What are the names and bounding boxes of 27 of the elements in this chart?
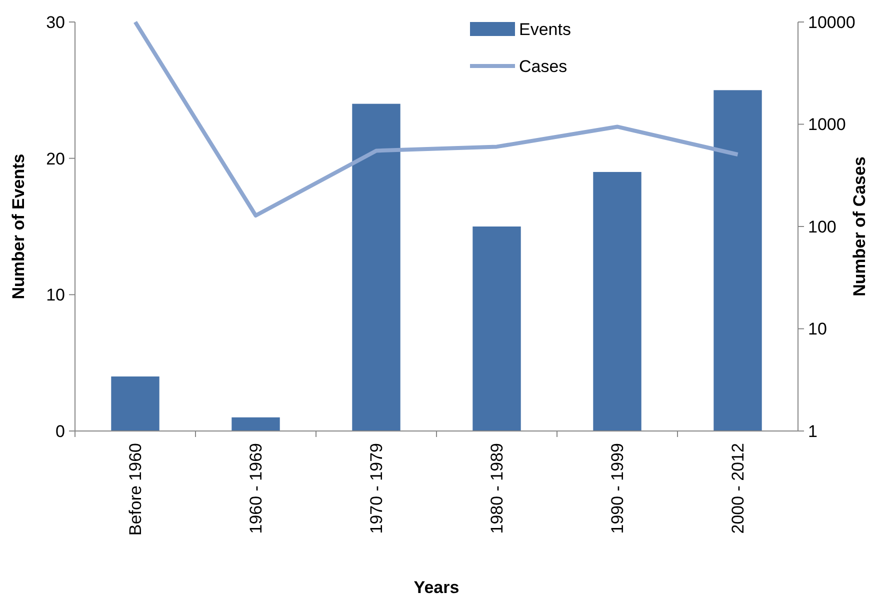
bar — [472, 226, 521, 431]
y2-axis-title: Number of Cases — [850, 156, 869, 296]
bar — [352, 104, 400, 431]
y2-tick-label: 10 — [808, 320, 827, 339]
x-axis-title: Years — [414, 578, 460, 597]
legend-label: Events — [519, 20, 571, 39]
legend-label: Cases — [519, 56, 568, 76]
line-series — [133, 20, 740, 218]
y2-tick-label: 10000 — [808, 12, 856, 32]
y-tick-label: 10 — [46, 286, 65, 305]
x-tick-label: 1970 - 1979 — [367, 443, 386, 534]
y-tick-label: 30 — [46, 12, 65, 32]
x-tick-label: 1960 - 1969 — [246, 443, 266, 534]
x-tick-label: Before 1960 — [126, 443, 146, 536]
x-tick-label: 1980 - 1989 — [488, 443, 507, 534]
y-tick-label: 0 — [56, 422, 65, 441]
bar — [714, 90, 762, 431]
bar — [232, 417, 280, 431]
y2-tick-label: 100 — [808, 217, 836, 236]
bar — [593, 172, 642, 431]
y-tick-label: 20 — [46, 149, 65, 168]
y2-tick-label: 1 — [808, 422, 818, 441]
y-axis-title: Number of Events — [9, 154, 28, 300]
x-tick-label: 2000 - 2012 — [728, 443, 748, 534]
x-tick-label: 1990 - 1999 — [608, 443, 628, 534]
bar — [111, 376, 160, 431]
y2-tick-label: 1000 — [808, 115, 846, 134]
